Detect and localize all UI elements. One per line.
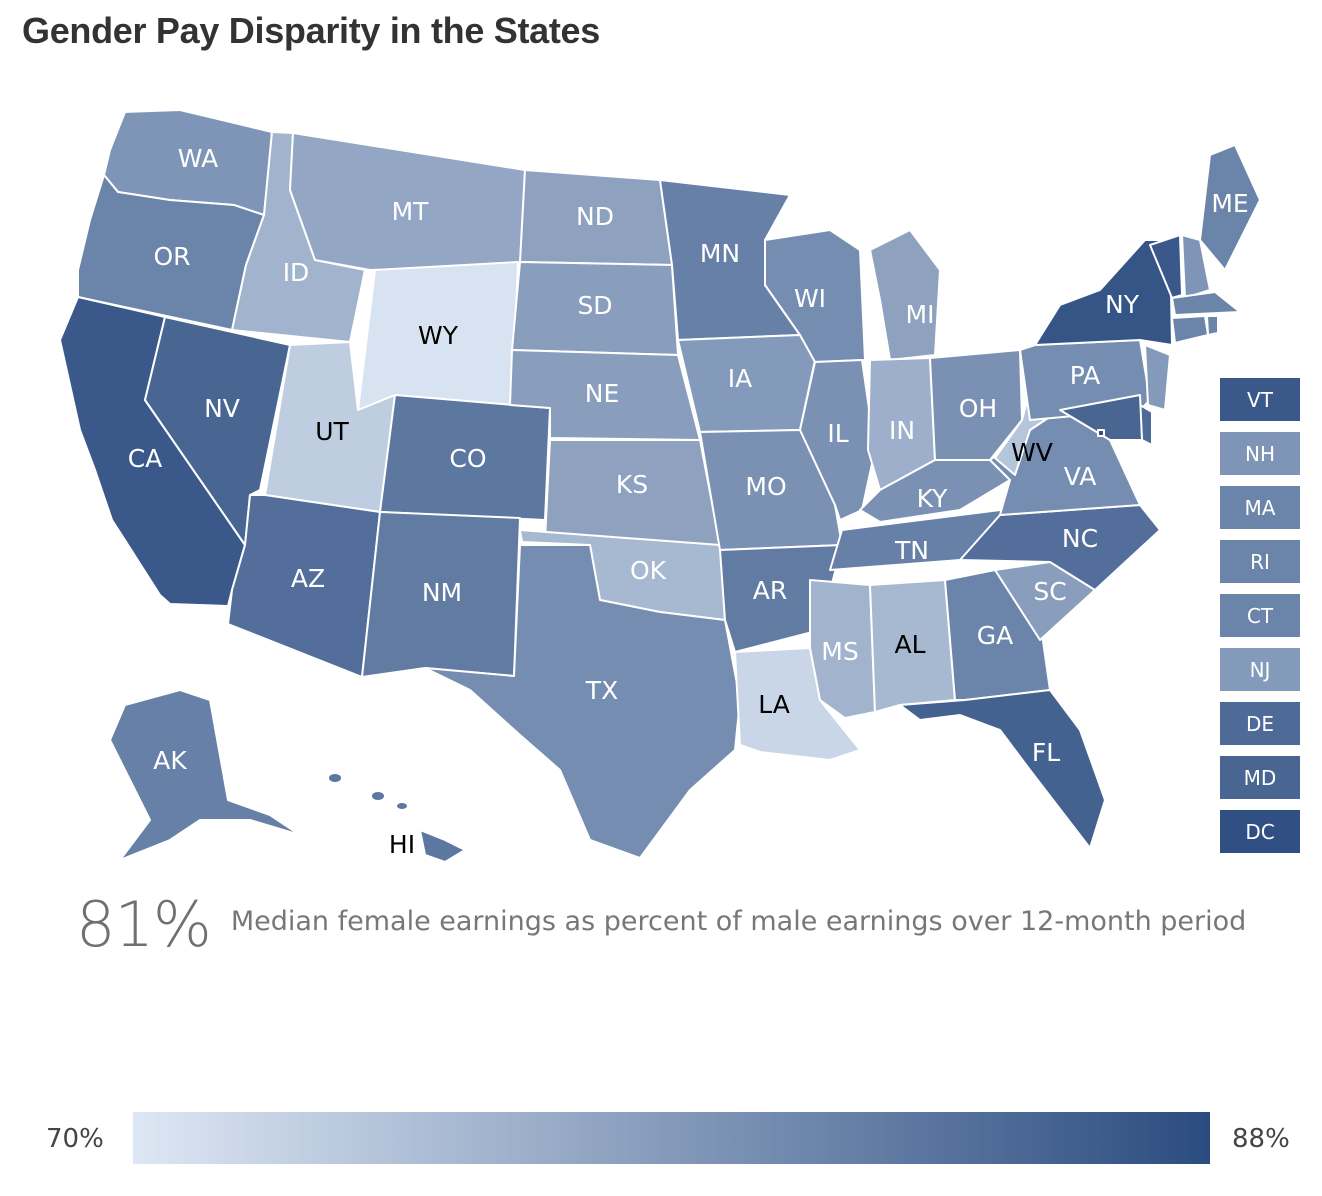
state-label-ny: NY — [1105, 290, 1140, 319]
us-choropleth-map: WA OR CA NV ID MT WY UT CO AZ NM ND SD NE KS OK TX MN IA MO… — [59, 109, 1261, 863]
state-label-ne: NE — [585, 379, 620, 408]
state-tx[interactable] — [424, 544, 741, 859]
state-box-ct[interactable]: CT — [1220, 594, 1300, 637]
state-label-wy: WY — [418, 321, 459, 350]
legend-max-label: 88% — [1232, 1124, 1290, 1154]
state-label-in: IN — [889, 416, 915, 445]
state-label-nd: ND — [576, 202, 614, 231]
state-label-va: VA — [1064, 462, 1097, 491]
state-label-mo: MO — [745, 472, 786, 501]
metric-description: Median female earnings as percent of mal… — [230, 906, 1247, 937]
state-label-sc: SC — [1033, 577, 1066, 606]
state-label-or: OR — [153, 242, 190, 271]
state-label-wv: WV — [1011, 438, 1053, 467]
state-mo[interactable] — [699, 429, 843, 551]
legend-min-label: 70% — [46, 1124, 104, 1154]
state-label-il: IL — [827, 419, 848, 448]
state-label-wa: WA — [178, 144, 218, 173]
state-label-ky: KY — [917, 484, 949, 513]
state-label-mi: MI — [906, 300, 935, 329]
state-label-sd: SD — [577, 291, 612, 320]
state-box-md[interactable]: MD — [1220, 756, 1300, 799]
state-mi[interactable] — [869, 229, 941, 361]
state-hi-island[interactable] — [329, 774, 341, 782]
state-label-ok: OK — [630, 556, 667, 585]
state-label-hi: HI — [389, 830, 415, 859]
state-ma[interactable] — [1171, 291, 1241, 316]
state-box-nh[interactable]: NH — [1220, 432, 1300, 475]
state-oh[interactable] — [929, 349, 1023, 461]
color-legend: 70% 88% — [0, 1110, 1322, 1166]
state-me[interactable] — [1199, 144, 1261, 271]
state-label-ar: AR — [753, 576, 787, 605]
state-ny[interactable] — [1034, 239, 1173, 346]
state-label-ks: KS — [616, 470, 648, 499]
state-label-me: ME — [1211, 189, 1248, 218]
state-hi-island[interactable] — [372, 792, 384, 800]
state-label-co: CO — [449, 444, 486, 473]
state-label-nc: NC — [1062, 524, 1098, 553]
state-box-dc[interactable]: DC — [1220, 810, 1300, 853]
state-box-ri[interactable]: RI — [1220, 540, 1300, 583]
state-label-pa: PA — [1070, 361, 1101, 390]
state-ne[interactable] — [509, 349, 701, 441]
state-dc[interactable] — [1097, 429, 1105, 437]
state-label-ak: AK — [153, 746, 187, 775]
state-label-la: LA — [758, 690, 790, 719]
state-label-ia: IA — [728, 364, 752, 393]
state-label-ga: GA — [977, 621, 1013, 650]
state-label-al: AL — [894, 630, 925, 659]
legend-gradient-bar — [133, 1112, 1210, 1164]
state-label-wi: WI — [794, 284, 826, 313]
state-label-mn: MN — [700, 239, 740, 268]
state-label-fl: FL — [1032, 738, 1060, 767]
state-box-de[interactable]: DE — [1220, 702, 1300, 745]
state-hi[interactable] — [419, 829, 466, 863]
state-label-id: ID — [283, 258, 310, 287]
state-ak[interactable] — [109, 689, 301, 861]
national-value: 81% — [76, 888, 212, 961]
state-box-ma[interactable]: MA — [1220, 486, 1300, 529]
state-md[interactable] — [1059, 394, 1143, 441]
small-state-boxes: VT NH MA RI CT NJ DE MD DC — [1220, 378, 1300, 864]
state-label-ca: CA — [128, 444, 163, 473]
state-fl[interactable] — [899, 689, 1106, 849]
state-label-az: AZ — [291, 564, 325, 593]
national-summary: 81% Median female earnings as percent of… — [76, 888, 1246, 961]
state-nj[interactable] — [1144, 344, 1171, 411]
state-label-ut: UT — [315, 417, 349, 446]
state-il[interactable] — [799, 359, 876, 521]
state-label-nm: NM — [422, 578, 462, 607]
state-label-nv: NV — [204, 394, 240, 423]
state-nh[interactable] — [1181, 234, 1211, 299]
state-ri[interactable] — [1206, 315, 1219, 336]
state-ct[interactable] — [1171, 315, 1209, 344]
state-box-nj[interactable]: NJ — [1220, 648, 1300, 691]
state-hi-island[interactable] — [397, 803, 407, 809]
state-label-tn: TN — [894, 536, 929, 565]
state-label-tx: TX — [585, 676, 618, 705]
state-label-oh: OH — [959, 394, 997, 423]
state-vt[interactable] — [1149, 234, 1183, 299]
state-label-mt: MT — [392, 197, 430, 226]
state-label-ms: MS — [821, 637, 858, 666]
page-title: Gender Pay Disparity in the States — [22, 10, 600, 51]
state-box-vt[interactable]: VT — [1220, 378, 1300, 421]
